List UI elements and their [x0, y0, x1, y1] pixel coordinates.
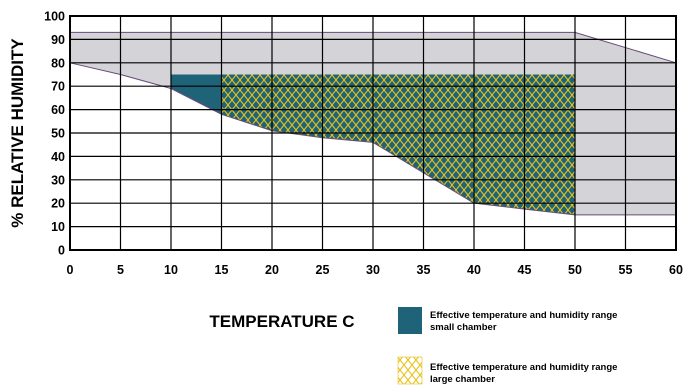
x-tick-label: 55	[619, 263, 633, 277]
x-tick-label: 0	[67, 263, 74, 277]
legend-small-chamber-line2: small chamber	[430, 322, 497, 333]
legend-large-chamber-line1: Effective temperature and humidity range	[430, 362, 617, 373]
x-tick-label: 25	[316, 263, 330, 277]
y-tick-label: 90	[51, 33, 65, 47]
legend-swatch-large-chamber	[397, 356, 423, 385]
y-tick-label: 60	[51, 103, 65, 117]
x-tick-label: 15	[215, 263, 229, 277]
legend: Effective temperature and humidity range…	[397, 307, 617, 385]
grid	[69, 15, 677, 251]
x-tick-label: 30	[366, 263, 380, 277]
x-axis-label: TEMPERATURE C	[209, 312, 354, 331]
y-tick-label: 10	[51, 220, 65, 234]
y-axis-ticks: 0 10 20 30 40 50 60 70 80 90 100	[44, 10, 65, 258]
y-tick-label: 0	[58, 244, 65, 258]
y-axis-label: % RELATIVE HUMIDITY	[8, 38, 27, 228]
y-tick-label: 20	[51, 197, 65, 211]
x-tick-label: 20	[265, 263, 279, 277]
y-tick-label: 100	[44, 10, 65, 24]
x-tick-label: 50	[568, 263, 582, 277]
x-tick-label: 45	[518, 263, 532, 277]
legend-large-chamber-line2: large chamber	[430, 374, 495, 385]
legend-swatch-small-chamber	[398, 307, 422, 334]
x-tick-label: 5	[117, 263, 124, 277]
x-axis-ticks: 0 5 10 15 20 25 30 35 40 45 50 55 60	[67, 263, 683, 277]
x-tick-label: 35	[417, 263, 431, 277]
large-chamber-area	[221, 74, 575, 215]
x-tick-label: 10	[164, 263, 178, 277]
legend-small-chamber-line1: Effective temperature and humidity range	[430, 310, 617, 321]
x-tick-label: 40	[467, 263, 481, 277]
plot-frame	[69, 15, 677, 251]
x-tick-label: 60	[669, 263, 683, 277]
y-tick-label: 80	[51, 56, 65, 70]
y-tick-label: 50	[51, 127, 65, 141]
y-tick-label: 40	[51, 150, 65, 164]
y-tick-label: 30	[51, 173, 65, 187]
y-tick-label: 70	[51, 80, 65, 94]
